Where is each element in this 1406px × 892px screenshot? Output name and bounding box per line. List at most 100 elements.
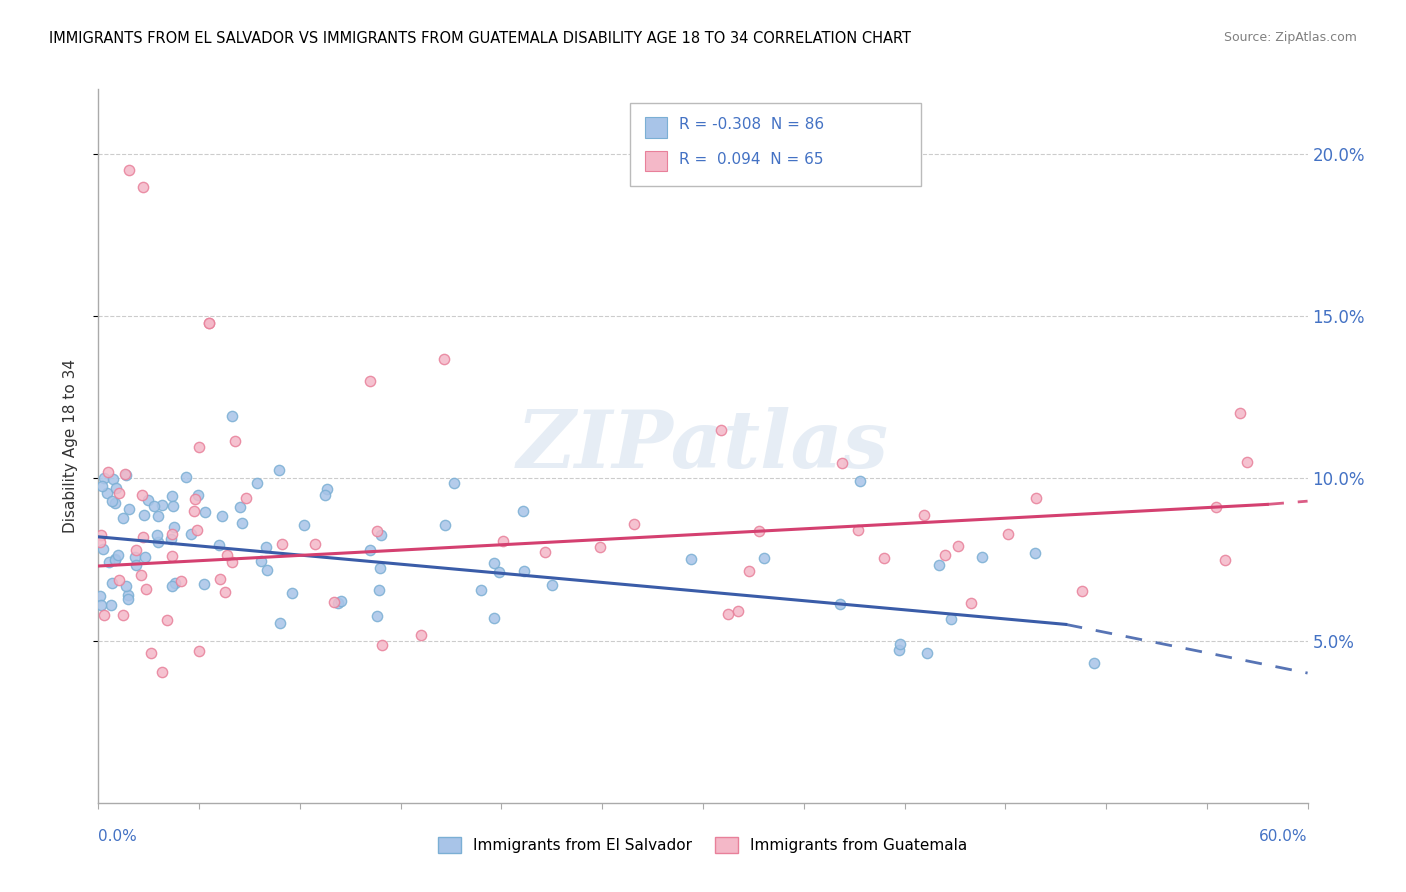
Point: [160, 489, 183, 503]
Point: [184, 492, 207, 507]
Point: [91, 479, 114, 493]
Point: [326, 595, 349, 609]
Point: [96, 485, 118, 500]
Point: [1024, 546, 1046, 560]
Point: [104, 551, 127, 566]
Point: [90, 599, 112, 613]
Point: [163, 520, 186, 534]
Point: [93, 607, 115, 622]
Legend: Immigrants from El Salvador, Immigrants from Guatemala: Immigrants from El Salvador, Immigrants …: [432, 831, 974, 859]
Point: [129, 567, 152, 582]
Point: [846, 523, 869, 537]
Point: [136, 492, 159, 507]
Point: [217, 548, 239, 562]
Y-axis label: Disability Age 18 to 34: Disability Age 18 to 34: [63, 359, 77, 533]
Point: [492, 534, 515, 549]
Point: [887, 643, 910, 657]
Point: [1213, 553, 1236, 567]
Point: [111, 511, 134, 525]
Point: [710, 423, 733, 437]
Point: [323, 594, 346, 608]
Point: [359, 542, 381, 557]
Point: [970, 550, 993, 565]
Point: [93, 471, 115, 485]
Point: [186, 524, 208, 538]
Bar: [645, 118, 666, 137]
Point: [484, 557, 506, 571]
Point: [939, 612, 962, 626]
Point: [269, 463, 291, 477]
Point: [889, 637, 911, 651]
Point: [208, 538, 231, 552]
Point: [434, 518, 457, 533]
Text: R = -0.308  N = 86: R = -0.308 N = 86: [679, 118, 824, 132]
Text: 60.0%: 60.0%: [1260, 829, 1308, 844]
Point: [89, 589, 111, 603]
Point: [160, 579, 183, 593]
Point: [748, 524, 770, 538]
Point: [314, 488, 336, 502]
Point: [162, 499, 184, 513]
Point: [101, 493, 124, 508]
Point: [104, 495, 127, 509]
Point: [488, 565, 510, 579]
Point: [371, 638, 394, 652]
Point: [873, 550, 896, 565]
Point: [540, 578, 562, 592]
Point: [368, 582, 391, 597]
Point: [368, 561, 391, 575]
Point: [139, 646, 162, 660]
Point: [198, 316, 221, 330]
Point: [370, 528, 392, 542]
Point: [156, 613, 179, 627]
Point: [142, 499, 165, 513]
Point: [108, 486, 131, 500]
Text: 0.0%: 0.0%: [98, 829, 138, 844]
Text: IMMIGRANTS FROM EL SALVADOR VS IMMIGRANTS FROM GUATEMALA DISABILITY AGE 18 TO 34: IMMIGRANTS FROM EL SALVADOR VS IMMIGRANT…: [49, 31, 911, 46]
Point: [330, 593, 353, 607]
Point: [482, 611, 505, 625]
Point: [103, 472, 125, 486]
Point: [849, 474, 872, 488]
Point: [117, 591, 139, 606]
Point: [960, 596, 983, 610]
Point: [96, 465, 118, 479]
Point: [118, 163, 141, 178]
Point: [117, 588, 139, 602]
Point: [254, 540, 277, 554]
Point: [221, 409, 243, 423]
Point: [681, 552, 703, 566]
Text: R =  0.094  N = 65: R = 0.094 N = 65: [679, 152, 824, 167]
Point: [246, 476, 269, 491]
Point: [915, 646, 938, 660]
Point: [187, 488, 209, 502]
Point: [115, 579, 138, 593]
Point: [221, 555, 243, 569]
Point: [117, 501, 139, 516]
Point: [105, 481, 128, 495]
Point: [112, 607, 135, 622]
Point: [512, 504, 534, 518]
Point: [150, 665, 173, 680]
Point: [292, 518, 315, 533]
Point: [360, 374, 382, 388]
Point: [727, 603, 749, 617]
Point: [146, 508, 169, 523]
Point: [187, 440, 209, 454]
Point: [170, 574, 193, 588]
Point: [433, 352, 456, 367]
Point: [89, 535, 111, 549]
Point: [183, 504, 205, 518]
Point: [104, 553, 127, 567]
Point: [912, 508, 935, 523]
Text: ZIPatlas: ZIPatlas: [517, 408, 889, 484]
Point: [534, 545, 557, 559]
Point: [163, 575, 186, 590]
Point: [304, 537, 326, 551]
Point: [90, 528, 112, 542]
Bar: [645, 151, 666, 171]
Point: [100, 598, 122, 612]
Point: [224, 434, 246, 449]
Point: [91, 541, 114, 556]
Point: [108, 573, 131, 587]
